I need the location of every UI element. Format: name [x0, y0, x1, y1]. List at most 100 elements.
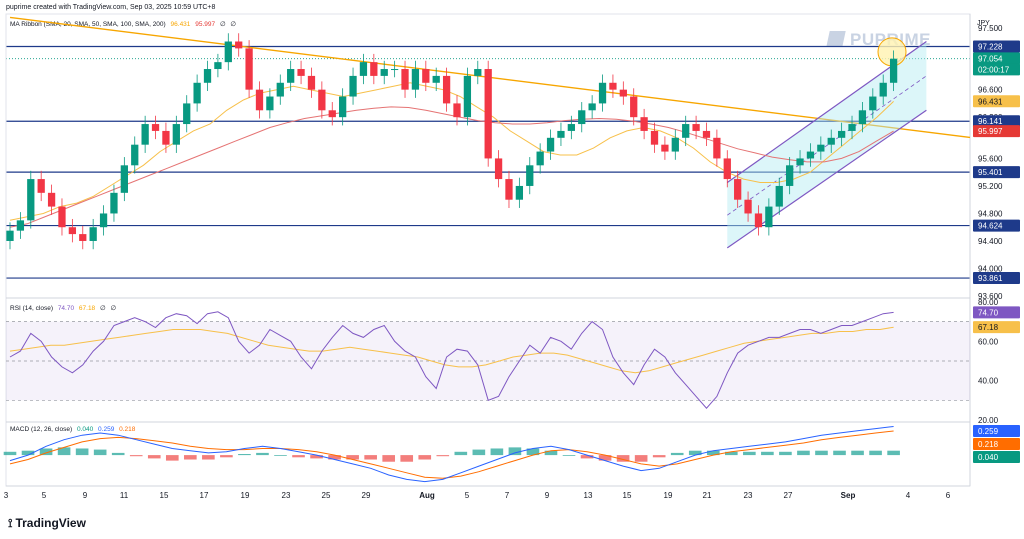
- macd-pane: 0.259 0.218 0.040: [3, 425, 1020, 483]
- channel-mid-line: [727, 75, 927, 216]
- macd-histogram-bar: [706, 450, 720, 456]
- rsi-tick-label: 60.00: [978, 337, 999, 346]
- candle-body: [16, 220, 25, 231]
- candle-body: [151, 124, 160, 131]
- macd-histogram-bar: [165, 455, 179, 461]
- price-tag-label: 96.431: [978, 97, 1003, 106]
- time-tick-label: 29: [362, 491, 371, 500]
- rsi-tick-label: 20.00: [978, 416, 999, 425]
- candle-body: [567, 124, 575, 131]
- time-tick-label: 9: [545, 491, 550, 500]
- macd-histogram-bar: [598, 455, 612, 461]
- macd-histogram-bar: [526, 448, 540, 456]
- candle-body: [837, 130, 846, 138]
- price-tag-label: 97.228: [978, 42, 1003, 51]
- macd-histogram-bar: [93, 449, 107, 456]
- macd-histogram-bar: [887, 450, 900, 456]
- rsi-legend-value-3: ∅: [100, 305, 106, 312]
- ma-ribbon-value-3: ∅: [219, 21, 226, 28]
- price-axis[interactable]: 97.50097.00096.60096.20095.60095.20094.8…: [973, 24, 1020, 301]
- rsi-legend-value-4: ∅: [110, 305, 117, 312]
- macd-histogram-bar: [57, 447, 71, 456]
- candle-body: [89, 227, 97, 241]
- candle-body: [817, 144, 825, 152]
- price-tag-label: 02:00:17: [978, 65, 1010, 74]
- macd-hist-legend-value: 0.040: [76, 426, 94, 433]
- price-tick-label: 95.600: [978, 154, 1003, 163]
- rsi-tag-box: [973, 306, 1020, 319]
- price-tick-label: 94.400: [978, 237, 1003, 246]
- candle-body: [692, 124, 700, 131]
- candle-body: [869, 96, 877, 111]
- tradingview-logo-text: TradingView: [15, 516, 86, 530]
- macd-histogram-bar: [761, 451, 774, 456]
- candle-body: [463, 75, 472, 118]
- candle-body: [131, 144, 139, 166]
- tradingview-logo-icon: ⟟: [8, 516, 13, 530]
- time-tick-label: 15: [160, 491, 169, 500]
- candle-body: [214, 62, 222, 70]
- candle-body: [786, 165, 794, 186]
- candle-body: [494, 158, 503, 180]
- macd-histogram-bar: [490, 448, 504, 456]
- price-tag-box: [973, 219, 1020, 232]
- candle-body: [806, 151, 815, 159]
- candle-body: [266, 96, 274, 111]
- candle-body: [276, 82, 284, 97]
- candle-body: [661, 144, 669, 152]
- macd-histogram-bar: [418, 455, 432, 460]
- candle-body: [162, 130, 170, 145]
- candle-body: [47, 192, 56, 207]
- price-tick-label: 94.000: [978, 264, 1003, 273]
- macd-tag-label: 0.040: [978, 453, 999, 462]
- price-tick-label: 97.500: [978, 24, 1003, 33]
- chart-credit: puprime created with TradingView.com, Se…: [6, 4, 216, 11]
- macd-histogram-bar: [21, 450, 35, 456]
- price-tag-box: [973, 95, 1020, 108]
- time-axis[interactable]: 3 5 9 11 15 17 19 23 25 29 Aug 5 7 9 13 15 19 21 23 27 Sep 4 6: [4, 485, 970, 500]
- time-tick-label: 6: [946, 491, 951, 500]
- tradingview-logo[interactable]: ⟟ TradingView: [8, 516, 86, 531]
- candle-body: [858, 110, 867, 125]
- candle-body: [380, 69, 388, 76]
- candle-body: [235, 41, 243, 49]
- candle-body: [359, 62, 368, 76]
- candle-body: [630, 96, 638, 118]
- macd-histogram-bar: [634, 455, 648, 462]
- rsi-tag-label: 67.18: [978, 323, 999, 332]
- ma-ribbon-legend[interactable]: MA Ribbon (SMA, 20, SMA, 50, SMA, 100, S…: [10, 20, 239, 28]
- price-tag-label: 96.141: [978, 117, 1003, 126]
- rsi-line: [9, 311, 894, 409]
- time-tick-label: 25: [322, 491, 331, 500]
- candle-body: [889, 58, 898, 83]
- candle-body: [526, 165, 534, 186]
- macd-histogram-bar: [652, 455, 666, 458]
- macd-tag-label: 0.218: [978, 440, 999, 449]
- macd-histogram-bar: [220, 455, 233, 458]
- candle-body: [432, 75, 440, 83]
- candle-body: [557, 130, 565, 138]
- candle-body: [442, 75, 451, 104]
- macd-legend-value: 0.259: [98, 426, 115, 433]
- macd-histogram-bar: [436, 455, 450, 457]
- currency-label: JPY: [977, 20, 990, 27]
- time-tick-label: Aug: [419, 491, 435, 500]
- price-tag-box: [973, 63, 1020, 76]
- rsi-legend[interactable]: RSI (14, close) 74.70 67.18 ∅ ∅: [10, 304, 119, 312]
- time-tick-label: 4: [906, 491, 911, 500]
- candle-body: [297, 69, 305, 76]
- macd-signal-legend-value: 0.218: [119, 426, 136, 433]
- macd-legend[interactable]: MACD (12, 26, close) 0.040 0.259 0.218: [10, 426, 138, 433]
- macd-histogram-bar: [3, 451, 17, 456]
- candle-body: [37, 179, 45, 193]
- candle-body: [390, 69, 399, 71]
- macd-tag-box: [973, 438, 1020, 450]
- time-tick-label: 23: [282, 491, 291, 500]
- rsi-legend-value: 74.70: [57, 305, 75, 312]
- price-tag-box: [973, 52, 1020, 65]
- candle-body: [474, 69, 482, 76]
- candle-body: [609, 82, 617, 90]
- time-tick-label: 7: [505, 491, 510, 500]
- ma-ribbon-name: MA Ribbon (SMA, 20, SMA, 50, SMA, 100, S…: [10, 21, 166, 28]
